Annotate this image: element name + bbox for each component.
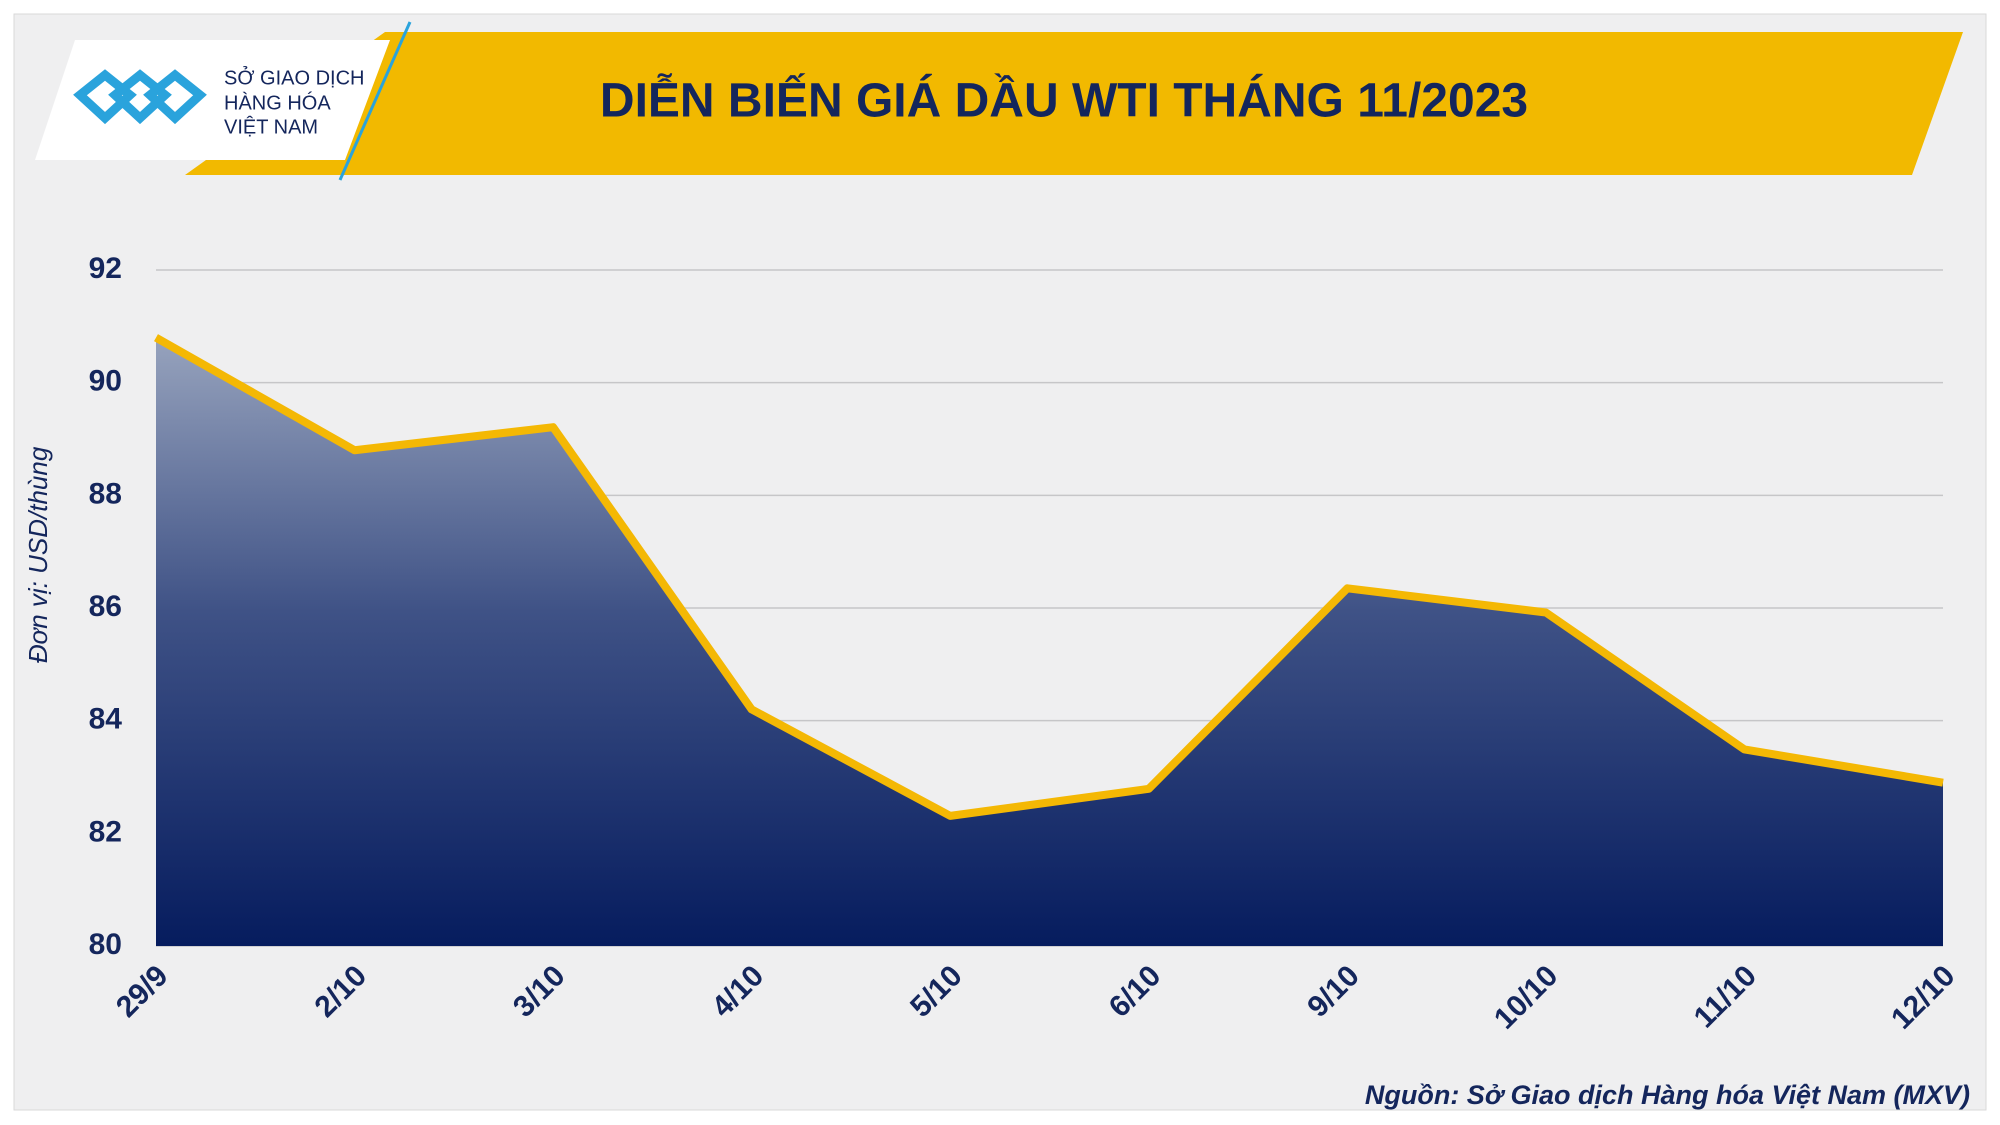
logo-box [35, 40, 390, 160]
y-tick-label: 86 [89, 590, 122, 623]
y-tick-label: 84 [89, 703, 123, 736]
logo-text: SỞ GIAO DỊCH [224, 65, 365, 89]
y-tick-label: 90 [89, 365, 122, 398]
logo-stripe [338, 21, 412, 181]
line [154, 334, 1944, 820]
logo-icon [73, 69, 207, 125]
title-banner [185, 32, 1963, 175]
chart-title: DIỄN BIẾN GIÁ DẦU WTI THÁNG 11/2023 [600, 74, 1528, 128]
y-tick-label: 92 [89, 252, 122, 285]
y-tick-label: 82 [89, 815, 122, 848]
y-tick-label: 88 [89, 477, 122, 510]
logo-text: VIỆT NAM [224, 115, 318, 138]
area [156, 337, 1943, 947]
y-tick-label: 80 [89, 928, 122, 961]
y-axis-label: Đơn vị: USD/thùng [23, 446, 53, 663]
source: Nguồn: Sở Giao dịch Hàng hóa Việt Nam (M… [1365, 1080, 1970, 1110]
logo-text: HÀNG HÓA [224, 91, 331, 114]
